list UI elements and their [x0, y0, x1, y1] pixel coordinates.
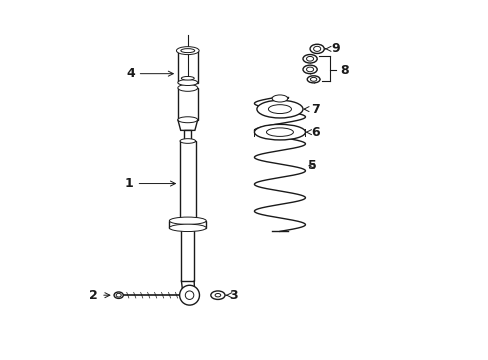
Ellipse shape	[180, 219, 195, 223]
Ellipse shape	[169, 217, 206, 224]
Polygon shape	[181, 228, 194, 281]
Ellipse shape	[178, 84, 197, 91]
Ellipse shape	[169, 224, 206, 231]
Text: 2: 2	[89, 289, 110, 302]
Ellipse shape	[303, 65, 317, 74]
Polygon shape	[180, 141, 195, 221]
Ellipse shape	[178, 117, 197, 123]
Ellipse shape	[306, 67, 313, 72]
Ellipse shape	[215, 293, 220, 297]
Text: 5: 5	[307, 159, 316, 172]
Ellipse shape	[181, 49, 194, 53]
Polygon shape	[178, 88, 197, 120]
Polygon shape	[169, 221, 206, 228]
Ellipse shape	[256, 100, 303, 118]
Ellipse shape	[266, 128, 293, 136]
Ellipse shape	[310, 77, 316, 81]
Polygon shape	[184, 130, 191, 141]
Text: 8: 8	[340, 64, 348, 77]
Polygon shape	[178, 51, 197, 82]
Text: 3: 3	[225, 289, 237, 302]
Ellipse shape	[268, 105, 291, 113]
Ellipse shape	[210, 291, 224, 300]
Text: 9: 9	[325, 42, 339, 55]
Ellipse shape	[176, 47, 199, 55]
Ellipse shape	[306, 57, 313, 61]
Ellipse shape	[254, 124, 305, 140]
Ellipse shape	[306, 76, 319, 83]
Ellipse shape	[116, 293, 121, 297]
Ellipse shape	[114, 292, 123, 298]
Ellipse shape	[309, 44, 324, 54]
Ellipse shape	[181, 76, 194, 80]
Text: 4: 4	[126, 67, 173, 80]
Ellipse shape	[179, 285, 199, 305]
Ellipse shape	[180, 139, 195, 143]
Ellipse shape	[272, 95, 287, 102]
Polygon shape	[178, 120, 197, 130]
Text: 6: 6	[305, 126, 319, 139]
Ellipse shape	[313, 46, 320, 51]
Ellipse shape	[185, 291, 193, 300]
Text: 7: 7	[304, 103, 319, 116]
Text: 1: 1	[124, 177, 175, 190]
Ellipse shape	[303, 54, 317, 63]
Ellipse shape	[178, 80, 197, 86]
